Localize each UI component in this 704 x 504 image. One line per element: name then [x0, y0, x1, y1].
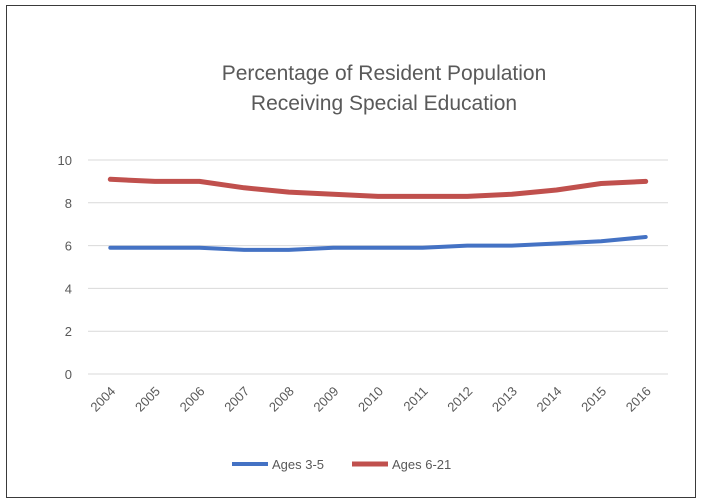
chart-frame	[6, 5, 696, 498]
y-tick-label: 2	[65, 324, 72, 339]
x-tick-label: 2009	[310, 384, 341, 415]
series-lines	[107, 176, 649, 252]
x-tick-label: 2004	[87, 384, 118, 415]
x-tick-label: 2016	[623, 384, 654, 415]
chart-title-line-1: Percentage of Resident Population	[222, 62, 547, 85]
x-tick-label: 2008	[266, 384, 297, 415]
y-tick-label: 10	[58, 153, 72, 168]
x-tick-label: 2010	[355, 384, 386, 415]
y-tick-label: 0	[65, 367, 72, 382]
chart-title-line-2: Receiving Special Education	[251, 92, 517, 115]
y-tick-label: 6	[65, 239, 72, 254]
x-tick-label: 2014	[534, 384, 565, 415]
x-tick-label: 2005	[132, 384, 163, 415]
legend-label: Ages 3-5	[272, 457, 324, 472]
series-line	[108, 235, 648, 252]
legend: Ages 3-5 Ages 6-21	[232, 457, 451, 472]
x-tick-label: 2012	[444, 384, 475, 415]
gridlines	[88, 159, 668, 375]
legend-label: Ages 6-21	[392, 457, 451, 472]
x-tick-label: 2007	[221, 384, 252, 415]
y-tick-label: 4	[65, 281, 72, 296]
x-tick-label: 2015	[578, 384, 609, 415]
series-line	[107, 176, 649, 199]
x-tick-label: 2013	[489, 384, 520, 415]
y-tick-label: 8	[65, 196, 72, 211]
x-tick-label: 2011	[400, 384, 430, 414]
y-axis-ticks: 0 2 4 6 8 10	[58, 153, 72, 382]
x-tick-label: 2006	[177, 384, 208, 415]
x-axis-ticks: 2004 2005 2006 2007 2008 2009 2010 2011 2012 2013…	[87, 384, 653, 415]
